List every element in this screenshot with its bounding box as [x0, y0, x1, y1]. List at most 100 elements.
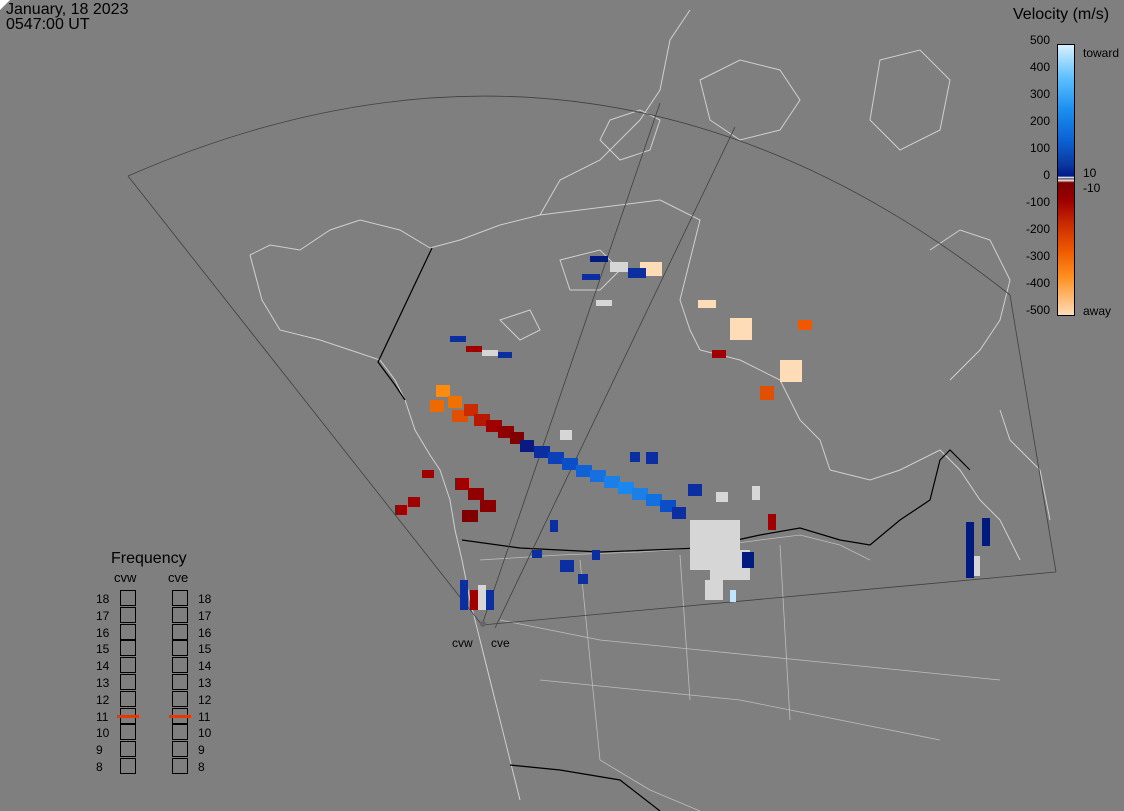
frequency-level-label: 8	[198, 760, 205, 774]
fov-outline	[127, 95, 1057, 629]
frequency-level-box	[172, 690, 188, 707]
echo-cell	[742, 552, 754, 568]
echo-cell	[455, 478, 469, 490]
frequency-level-label: 12	[96, 692, 110, 707]
echo-cell	[604, 476, 620, 488]
velocity-tick: -300	[1025, 249, 1050, 263]
frequency-level-label: 8	[96, 760, 103, 774]
coastlines	[249, 9, 1051, 801]
frequency-level-box	[117, 707, 139, 724]
echo-cell	[466, 346, 482, 352]
radar-site-marker	[480, 621, 486, 627]
echo-cell	[480, 500, 496, 512]
time-label: 0547:00 UT	[6, 16, 90, 33]
velocity-tick: 300	[1029, 87, 1050, 101]
echo-cell	[672, 507, 686, 519]
echo-cell	[632, 488, 648, 500]
frequency-level-label: 14	[96, 659, 110, 674]
country-borders	[377, 247, 971, 811]
echo-cell	[760, 386, 774, 400]
echo-cell	[596, 300, 612, 306]
echo-cell	[966, 522, 974, 578]
echo-cell	[560, 430, 572, 440]
frequency-level-label: 9	[198, 743, 205, 758]
echo-cell	[498, 352, 512, 358]
frequency-level-label: 9	[96, 743, 103, 758]
echo-cell	[430, 400, 444, 412]
echo-cell	[698, 300, 716, 308]
radar-name-cvw: cvw	[114, 570, 137, 585]
velocity-tick: 400	[1029, 60, 1050, 74]
echo-cell	[618, 482, 634, 494]
echo-cell	[436, 385, 450, 397]
velocity-tick: 0	[1043, 168, 1050, 182]
echo-cell	[705, 580, 723, 600]
neg-threshold-label: -10	[1083, 181, 1101, 195]
echo-cell	[464, 404, 478, 416]
velocity-color-bar	[1057, 44, 1075, 316]
frequency-level-label: 11	[96, 709, 109, 724]
velocity-echoes	[395, 256, 990, 610]
velocity-scale-title: Velocity (m/s)	[1013, 6, 1110, 23]
velocity-tick: -200	[1025, 222, 1050, 236]
frequency-level-box	[120, 640, 136, 657]
frequency-level-box	[172, 674, 188, 690]
echo-cell	[578, 574, 588, 584]
echo-cell	[780, 360, 802, 382]
frequency-level-box	[172, 758, 188, 774]
echo-cell	[974, 556, 980, 576]
echo-cell	[716, 492, 728, 502]
frequency-title: Frequency	[111, 550, 187, 567]
echo-cell	[422, 470, 434, 478]
frequency-level-label: 12	[198, 692, 212, 707]
site-label-cvw: cvw	[452, 636, 473, 650]
frequency-level-box	[172, 657, 188, 674]
frequency-level-box	[172, 741, 188, 758]
echo-cell	[395, 505, 407, 515]
echo-cell	[520, 440, 534, 452]
echo-cell	[448, 396, 462, 408]
echo-cell	[460, 580, 468, 610]
echo-cell	[982, 518, 990, 546]
frequency-level-box	[172, 724, 188, 741]
frequency-level-label: 17	[198, 608, 212, 623]
frequency-level-box	[120, 758, 136, 774]
frequency-level-box	[120, 690, 136, 707]
velocity-tick: -500	[1025, 303, 1050, 317]
echo-cell	[486, 590, 494, 610]
echo-cell	[534, 446, 550, 458]
frequency-level-label: 10	[198, 726, 212, 741]
echo-cell	[592, 550, 600, 560]
corner-marker	[0, 0, 10, 10]
frequency-level-box	[172, 606, 188, 623]
echo-cell	[576, 465, 592, 477]
echo-cell	[408, 497, 420, 507]
echo-cell	[768, 514, 776, 530]
echo-cell	[798, 320, 812, 330]
echo-cell	[590, 470, 606, 482]
echo-cell	[590, 256, 608, 262]
echo-cell	[532, 550, 542, 558]
echo-cell	[470, 590, 478, 610]
echo-cell	[462, 510, 478, 522]
frequency-level-label: 13	[96, 676, 110, 690]
radar-name-cve: cve	[168, 570, 189, 585]
frequency-level-box	[169, 707, 191, 724]
frequency-level-label: 11	[198, 709, 211, 724]
echo-cell	[482, 350, 498, 356]
echo-cell	[712, 350, 726, 358]
frequency-level-label: 13	[198, 676, 212, 690]
frequency-level-box	[120, 657, 136, 674]
echo-cell	[688, 484, 702, 496]
away-label: away	[1083, 304, 1112, 318]
frequency-level-label: 16	[198, 625, 212, 640]
echo-cell	[646, 452, 658, 464]
echo-cell	[468, 488, 484, 500]
frequency-level-box	[172, 640, 188, 657]
frequency-level-label: 18	[96, 592, 110, 606]
date-label: January, 18 2023	[6, 1, 129, 18]
velocity-tick: 500	[1029, 33, 1050, 47]
frequency-level-box	[120, 606, 136, 623]
echo-cell	[478, 585, 486, 610]
echo-cell	[628, 268, 646, 278]
